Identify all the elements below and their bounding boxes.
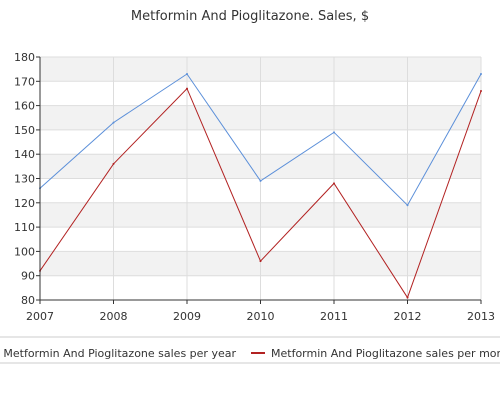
data-point (186, 87, 188, 90)
x-tick-label: 2009 (173, 310, 201, 323)
y-tick-label: 130 (14, 173, 35, 186)
y-tick-label: 120 (14, 197, 35, 210)
x-tick-label: 2007 (26, 310, 54, 323)
y-tick-label: 110 (14, 221, 35, 234)
data-point (333, 182, 335, 185)
y-tick-label: 80 (21, 294, 35, 307)
y-tick-label: 100 (14, 245, 35, 258)
data-point (480, 73, 482, 76)
data-point (259, 179, 262, 182)
y-tick-label: 160 (14, 100, 35, 113)
x-tick-label: 2010 (247, 310, 275, 323)
x-tick-label: 2013 (467, 310, 495, 323)
legend-label: Metformin And Pioglitazone sales per yea… (3, 347, 236, 360)
x-tick-label: 2011 (320, 310, 348, 323)
y-tick-label: 180 (14, 51, 35, 64)
x-tick-label: 2008 (100, 310, 128, 323)
chart-title: Metformin And Pioglitazone. Sales, $ (131, 9, 369, 24)
y-tick-label: 140 (14, 148, 35, 161)
y-tick-label: 90 (21, 270, 35, 283)
data-point (406, 296, 409, 299)
data-point (333, 131, 335, 134)
data-point (112, 162, 115, 165)
y-tick-label: 150 (14, 124, 35, 137)
data-point (259, 260, 262, 263)
data-point (406, 204, 409, 207)
data-point (186, 73, 188, 76)
y-tick-label: 170 (14, 75, 35, 88)
data-point (112, 121, 115, 124)
legend-label: Metformin And Pioglitazone sales per mon… (271, 347, 500, 360)
x-tick-label: 2012 (394, 310, 422, 323)
series-1 (39, 73, 482, 207)
grid-lines (39, 56, 482, 301)
data-point (480, 90, 482, 93)
axis-layer: 80 90 100 110 120 130 140 150 160 170 180 2007 2008 2… (14, 51, 495, 323)
legend: Metformin And Pioglitazone sales per yea… (0, 336, 500, 364)
